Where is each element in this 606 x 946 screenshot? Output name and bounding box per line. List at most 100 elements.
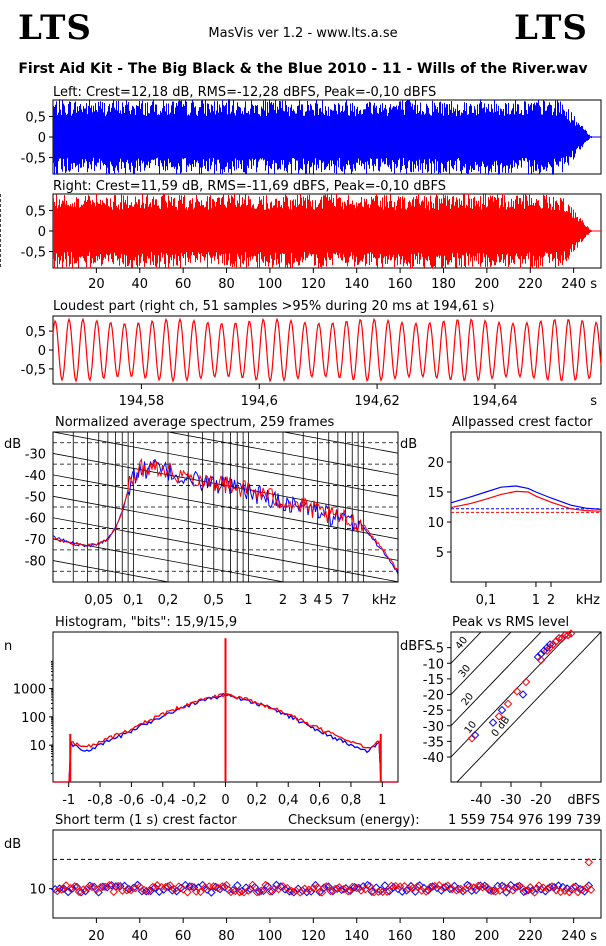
pvr-ytick-label: -20: [423, 689, 444, 704]
loudest-xunit: s: [590, 394, 597, 409]
crest-series-right: [450, 490, 602, 512]
right-waveform-ytick-label: -0,5: [21, 246, 46, 261]
stc-point-right: [261, 880, 270, 890]
crest-xtick-label: 1: [532, 593, 540, 608]
stc-point-right: [105, 880, 114, 890]
pvr-ytick-label: -5: [431, 642, 444, 657]
right-waveform-xtick-label: 120: [301, 277, 326, 292]
pvr-xlabel: dBFS: [567, 793, 600, 808]
pvr-point-right: [503, 699, 513, 709]
pvr-point-right: [542, 646, 552, 655]
stc-point-right: [517, 883, 526, 892]
right-waveform-waveform-trace: [53, 193, 592, 269]
pvr-point-left: [536, 649, 546, 659]
stc-point-right: [313, 883, 322, 892]
stc-point-right: [586, 885, 596, 895]
spectrum-xtick-label: 1: [244, 593, 252, 608]
histogram-xtick-label: -0,2: [181, 793, 206, 808]
spectrum-plot: [53, 432, 398, 582]
pvr-frame: [450, 631, 602, 783]
histogram-xtick-label: -1: [62, 793, 75, 808]
stc-point-right: [165, 881, 175, 890]
stc-point-right: [135, 882, 145, 891]
stc-point-left: [259, 886, 268, 896]
crest-ytick-label: 5: [436, 546, 444, 561]
stc-point-left: [207, 888, 216, 897]
pvr-point-left: [518, 690, 528, 699]
pvr-ytick-label: -30: [423, 720, 444, 735]
right-waveform-xunit: s: [590, 277, 597, 292]
left-waveform-ytick-label: -0,5: [21, 152, 46, 167]
stc-point-right: [322, 882, 331, 891]
pvr-xtick-label: -40: [470, 793, 491, 808]
histogram-xtick-label: -0,8: [87, 793, 112, 808]
stc-point-right: [565, 887, 574, 897]
right-waveform-title: Right: Crest=11,59 dB, RMS=-11,69 dBFS, …: [53, 179, 446, 194]
stc-point-right: [222, 880, 231, 890]
stc-point-right: [291, 886, 301, 895]
stc-point-left: [102, 883, 112, 892]
stc-point-right: [439, 883, 448, 892]
pvr-point-left: [488, 718, 498, 727]
loudest-xtick-label: 194,58: [119, 394, 165, 409]
pvr-point-right: [563, 630, 573, 640]
stc-point-right: [148, 882, 158, 892]
spectrum-slope-line: [53, 432, 398, 497]
stc-point-right: [382, 887, 392, 897]
loudest-xtick-label: 194,6: [241, 394, 278, 409]
right-waveform-ytick-label: 0,5: [25, 204, 46, 219]
spectrum-xtick-label: 3: [299, 593, 307, 608]
right-waveform-xtick-label: 100: [258, 277, 283, 292]
spectrum-slope-line: [53, 495, 398, 561]
histogram-xtick-label: 0: [221, 793, 229, 808]
pvr-point-right: [521, 677, 531, 687]
pvr-point-right: [545, 643, 555, 652]
right-waveform-ytick-label: 0: [38, 225, 46, 240]
pvr-ytick-label: -40: [423, 751, 444, 766]
logo-left: LTS: [18, 8, 92, 48]
left-waveform-ytick-label: 0: [38, 131, 46, 146]
stc-point-left: [354, 883, 364, 893]
spectrum-xunit: kHz: [372, 593, 396, 608]
spectrum-xtick-label: 0,2: [158, 593, 179, 608]
stc-point-left: [146, 886, 155, 896]
pvr-ytick-label: -35: [423, 735, 444, 750]
checksum-label: Checksum (energy):: [288, 813, 420, 828]
stc-point-right: [378, 887, 387, 897]
stc-point-right: [152, 881, 162, 890]
loudest-ytick-label: 0: [38, 344, 46, 359]
stc-point-left: [267, 887, 277, 896]
pvr-diagonal: [451, 632, 512, 696]
pvr-diagonal-label: 20: [460, 691, 477, 708]
pvr-diagonal: [451, 632, 482, 664]
spectrum-slope-line: [281, 432, 398, 454]
right-waveform-xtick-label: 180: [431, 277, 456, 292]
stc-xtick-label: 20: [88, 929, 105, 944]
spectrum-slope-line: [53, 474, 398, 540]
stc-point-right: [304, 885, 314, 894]
pvr-diagonal: [456, 632, 601, 782]
stc-point-left: [198, 880, 207, 890]
spectrum-xtick-label: 7: [341, 593, 349, 608]
stc-point-left: [63, 887, 73, 897]
pvr-title: Peak vs RMS level: [452, 615, 569, 630]
spectrum-slope-line: [53, 538, 286, 582]
histogram-xtick-label: 0,8: [341, 793, 362, 808]
spectrum-series-left: [53, 458, 398, 575]
stc-point-right: [66, 883, 75, 893]
stc-point-right: [79, 885, 88, 894]
stc-xunit: s: [590, 929, 597, 944]
stc-point-right: [278, 882, 288, 891]
pvr-xtick-label: -20: [530, 793, 551, 808]
right-waveform-xtick-label: 240: [561, 277, 586, 292]
spectrum-ytick-label: -80: [25, 555, 46, 570]
stc-point-right: [547, 882, 557, 891]
stc-point-right: [239, 888, 249, 897]
stc-point-right: [196, 887, 205, 897]
histogram-ylabel: n: [4, 639, 12, 654]
right-waveform-xtick-label: 20: [88, 277, 105, 292]
stc-xtick-label: 120: [301, 929, 326, 944]
stc-frame: [52, 829, 602, 919]
left-waveform-title: Left: Crest=12,18 dB, RMS=-12,28 dBFS, P…: [53, 85, 436, 100]
stc-xtick-label: 220: [518, 929, 543, 944]
